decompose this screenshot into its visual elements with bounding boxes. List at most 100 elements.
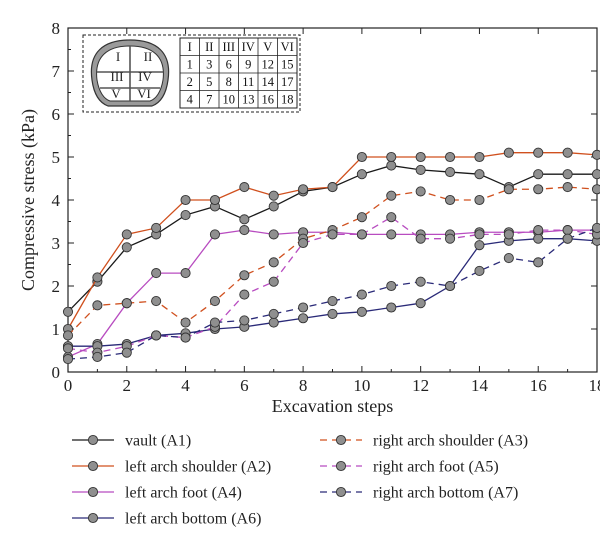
data-point [209, 229, 220, 240]
region-label: VI [137, 86, 151, 101]
table-cell: IV [242, 40, 255, 54]
data-point [62, 306, 74, 317]
data-point [180, 317, 191, 328]
data-point [562, 147, 573, 158]
data-point [415, 233, 426, 244]
data-point [268, 308, 279, 320]
table-cell: 18 [281, 93, 294, 107]
table-cell: 7 [206, 93, 212, 107]
legend-item: right arch bottom (A7) [320, 485, 518, 502]
legend-item: left arch shoulder (A2) [72, 459, 271, 476]
data-point [386, 212, 397, 223]
data-point [327, 295, 338, 307]
data-point [474, 265, 485, 277]
x-tick-label: 0 [64, 376, 73, 395]
table-cell: 3 [206, 58, 212, 72]
region-label: III [111, 69, 124, 84]
data-point [239, 289, 250, 300]
y-tick-label: 7 [52, 62, 61, 81]
legend-label: left arch shoulder (A2) [125, 459, 271, 476]
legend-swatch-marker [87, 434, 99, 446]
legend-swatch-marker [335, 460, 347, 472]
region-label: II [144, 49, 153, 64]
legend-swatch-marker [335, 486, 347, 498]
legend-item: left arch bottom (A6) [72, 511, 261, 528]
table-cell: 10 [223, 93, 236, 107]
table-cell: 4 [187, 93, 194, 107]
legend-label: left arch foot (A4) [125, 485, 242, 502]
data-point [298, 302, 309, 313]
y-tick-label: 5 [52, 148, 61, 167]
data-point [356, 229, 367, 240]
series-line [67, 227, 598, 360]
data-point [268, 257, 279, 268]
data-point [327, 308, 338, 320]
table-cell: 9 [245, 58, 251, 72]
legend-item: right arch shoulder (A3) [320, 433, 528, 450]
data-point [327, 229, 338, 240]
data-point [209, 317, 220, 328]
data-point [356, 169, 367, 180]
data-point [298, 313, 309, 324]
data-point [151, 268, 162, 279]
data-point [503, 184, 514, 195]
y-tick-label: 8 [52, 19, 61, 38]
data-point [445, 280, 456, 292]
data-point [386, 151, 397, 163]
table-cell: 6 [226, 58, 232, 72]
data-point [298, 184, 309, 195]
data-point [92, 300, 103, 311]
y-axis-title: Compressive stress (kPa) [18, 109, 39, 291]
data-point [268, 276, 279, 287]
x-tick-label: 6 [240, 376, 249, 395]
data-point [180, 268, 191, 279]
data-point [386, 229, 397, 240]
data-point [151, 330, 162, 341]
y-tick-label: 0 [52, 363, 61, 382]
data-point [121, 347, 132, 358]
data-point [209, 295, 220, 307]
data-point [356, 306, 367, 317]
data-point [445, 151, 456, 163]
data-point [356, 289, 367, 300]
table-cell: 17 [281, 75, 294, 89]
legend-label: right arch shoulder (A3) [373, 433, 528, 450]
data-point [239, 315, 250, 326]
data-point [503, 229, 514, 240]
data-point [474, 229, 485, 240]
data-point [356, 151, 367, 163]
legend-item: vault (A1) [72, 433, 191, 450]
data-point [562, 225, 573, 236]
legend-item: right arch foot (A5) [320, 459, 499, 476]
x-tick-label: 18 [589, 376, 600, 395]
data-point [591, 169, 600, 180]
data-point [268, 317, 279, 328]
data-point [474, 240, 485, 251]
x-axis-title: Excavation steps [272, 396, 393, 416]
data-point [121, 298, 132, 309]
legend-label: left arch bottom (A6) [125, 511, 261, 528]
y-tick-label: 6 [52, 105, 61, 124]
legend-item: left arch foot (A4) [72, 485, 242, 502]
table-cell: I [188, 40, 192, 54]
data-point [591, 149, 600, 160]
axes: 024681012141618012345678Excavation steps… [18, 19, 600, 416]
table-cell: 13 [242, 93, 255, 107]
x-tick-label: 4 [181, 376, 190, 395]
data-point [503, 252, 514, 264]
data-point [239, 182, 250, 193]
y-tick-label: 1 [52, 320, 61, 339]
series-7 [62, 222, 600, 365]
data-point [386, 160, 397, 171]
data-point [415, 151, 426, 163]
table-cell: 16 [262, 93, 275, 107]
region-label: V [111, 86, 121, 101]
data-point [180, 332, 191, 343]
series-5 [62, 182, 600, 341]
table-cell: 2 [187, 75, 193, 89]
series-line [68, 238, 598, 347]
table-cell: 1 [187, 58, 193, 72]
x-tick-label: 10 [353, 376, 370, 395]
